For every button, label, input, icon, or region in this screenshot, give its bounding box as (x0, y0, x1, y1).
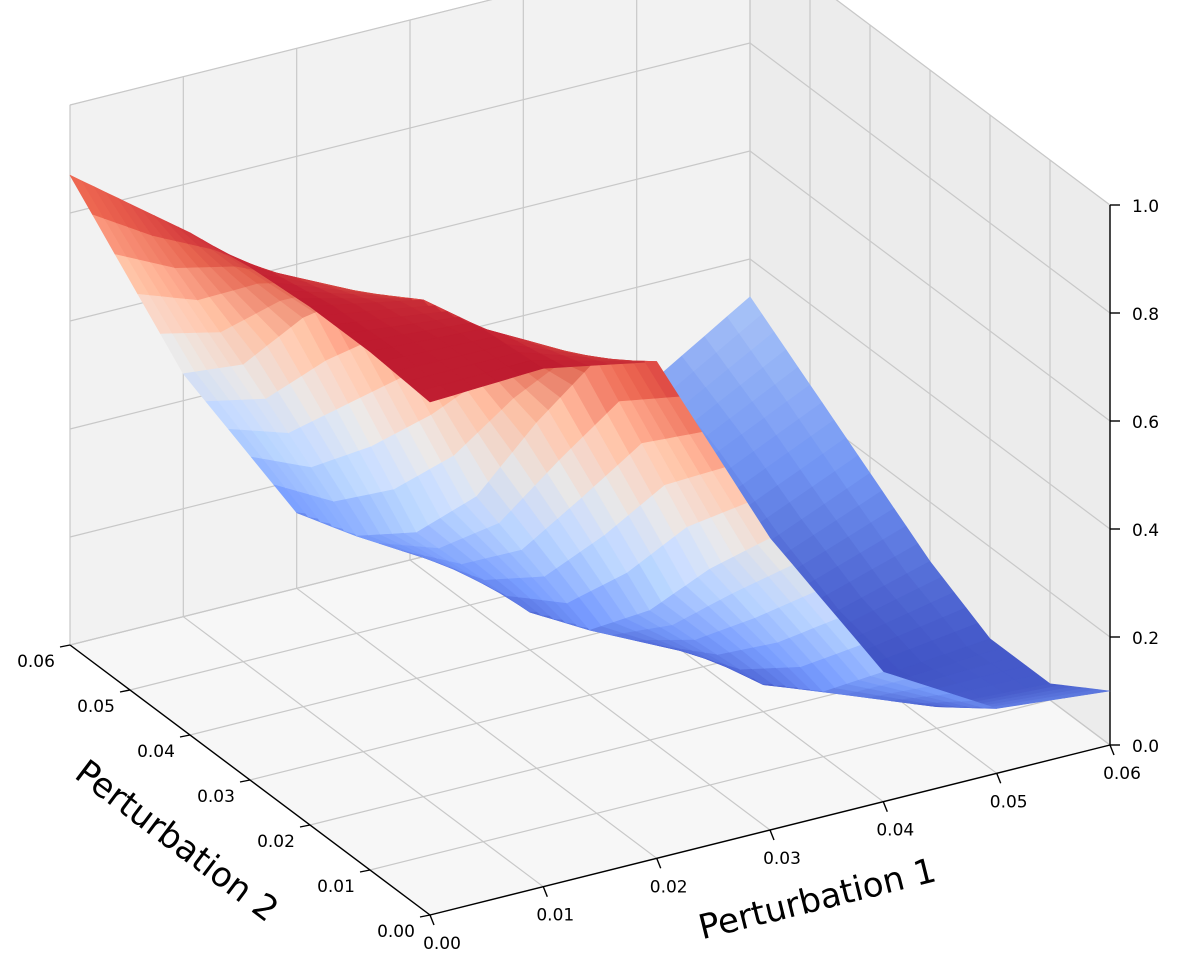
y-tick-label: 0.01 (317, 877, 355, 897)
gridline-back-z (69, 0, 493, 106)
x-tick-mark (656, 858, 662, 869)
x-tick-label: 0.00 (423, 934, 461, 954)
y-tick-mark (59, 644, 71, 648)
x-tick-mark (769, 829, 775, 841)
x-tick-mark (542, 886, 548, 897)
x-axis-title: Perturbation 1 (695, 851, 940, 949)
y-tick-mark (419, 914, 431, 918)
gridline-floor-y (369, 699, 1051, 871)
gridline-side-z (835, 0, 1111, 206)
y-tick-mark (299, 824, 311, 828)
x-tick-label: 0.01 (536, 906, 574, 926)
y-tick-label: 0.05 (77, 697, 115, 717)
axis-lines (59, 204, 1120, 926)
x-tick-label: 0.05 (990, 792, 1028, 812)
z-tick-label: 0.2 (1132, 629, 1159, 649)
y-tick-label: 0.06 (17, 652, 55, 672)
x-tick-mark (1109, 744, 1115, 756)
y-tick-label: 0.00 (377, 922, 415, 942)
x-tick-mark (996, 773, 1002, 784)
gridline-back-z (69, 42, 751, 214)
y-tick-label: 0.03 (197, 787, 235, 807)
tick-labels: 0.00 0.01 0.02 0.03 0.04 0.05 0.06 0.00 0.01 0.02… (17, 197, 1159, 954)
z-tick-label: 0.8 (1132, 305, 1159, 325)
x-tick-mark (429, 914, 435, 926)
y-tick-mark (119, 689, 131, 693)
z-tick-label: 0.4 (1132, 521, 1159, 541)
x-tick-label: 0.04 (876, 821, 914, 841)
y-tick-mark (179, 734, 191, 738)
y-tick-mark (239, 779, 251, 783)
x-tick-mark (882, 801, 888, 812)
x-tick-label: 0.02 (650, 877, 688, 897)
z-tick-label: 0.0 (1132, 737, 1159, 757)
y-tick-label: 0.02 (257, 832, 295, 852)
y-tick-mark (359, 869, 371, 873)
y-tick-label: 0.04 (137, 742, 175, 762)
x-tick-label: 0.03 (763, 849, 801, 869)
surface-mesh (69, 174, 1111, 709)
gridline-side-z (749, 42, 1111, 314)
z-tick-label: 1.0 (1132, 197, 1159, 217)
surface-patch (1075, 689, 1111, 695)
x-tick-label: 0.06 (1103, 764, 1141, 784)
gridline-side-z (749, 258, 1111, 530)
z-tick-label: 0.6 (1132, 413, 1159, 433)
gridline-side-z (749, 150, 1111, 422)
